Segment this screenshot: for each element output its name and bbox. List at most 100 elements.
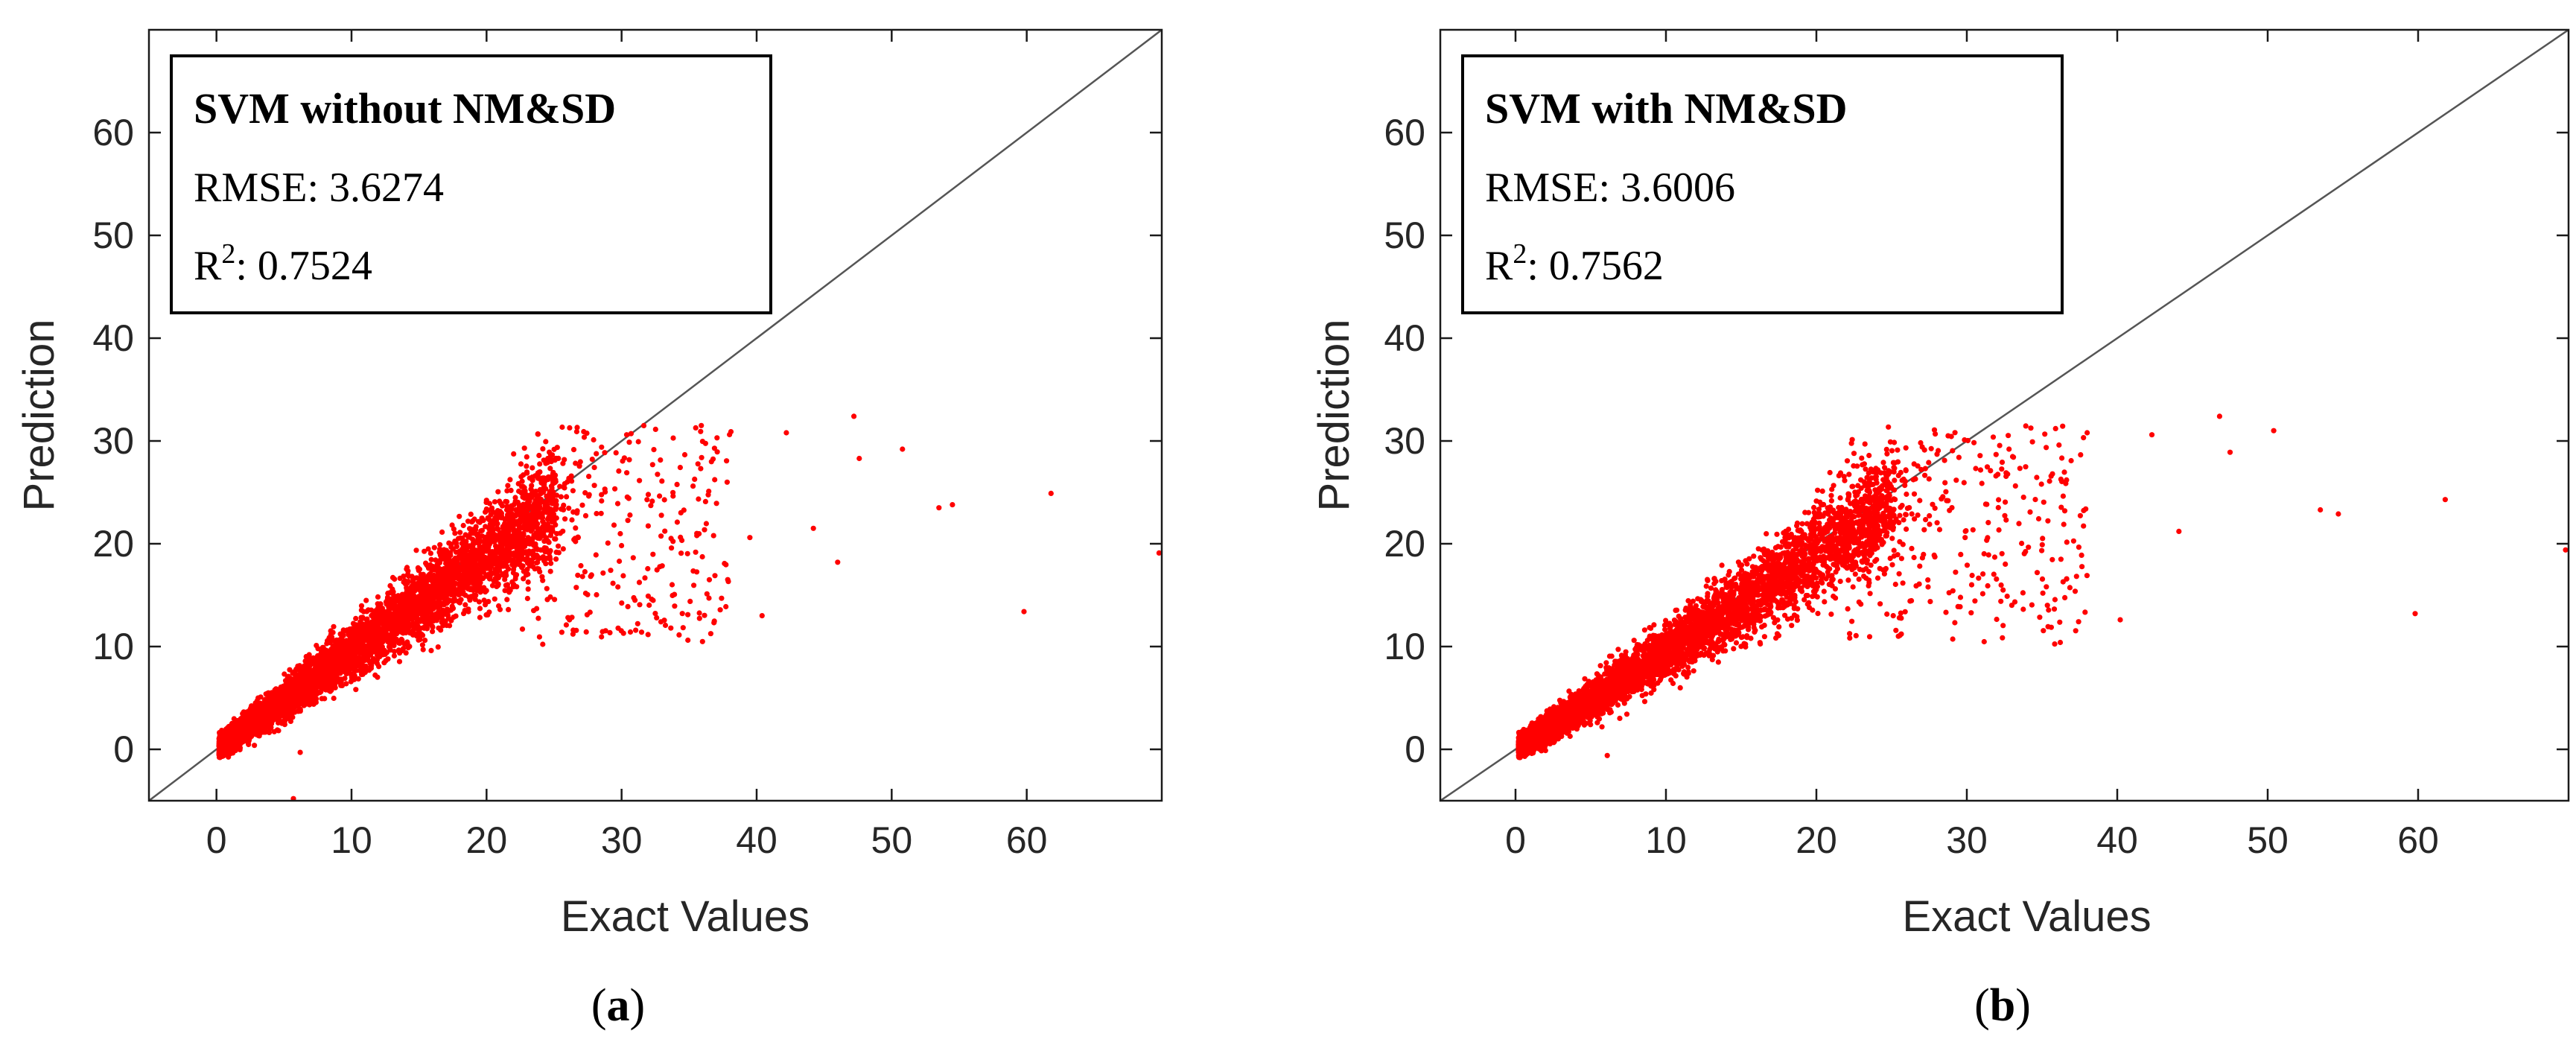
data-point (519, 478, 525, 484)
data-point (483, 524, 489, 530)
data-point (264, 719, 270, 725)
data-point (463, 554, 469, 560)
data-point (448, 617, 454, 623)
data-point (525, 535, 531, 541)
data-point (440, 623, 446, 629)
data-point (419, 642, 426, 648)
data-point (402, 641, 408, 647)
data-point (364, 616, 370, 622)
data-point (460, 522, 466, 529)
data-point (452, 539, 458, 544)
data-point (465, 518, 471, 524)
data-point (507, 477, 513, 483)
data-point (483, 602, 489, 608)
data-point (582, 512, 589, 519)
data-point (322, 696, 328, 702)
data-point (404, 590, 410, 596)
data-point (436, 609, 442, 615)
data-point (433, 591, 439, 597)
data-point (298, 677, 304, 683)
data-point (515, 521, 521, 527)
data-point (244, 709, 250, 715)
data-point (299, 670, 305, 676)
data-point (393, 629, 399, 635)
data-point (550, 469, 556, 475)
data-point (474, 577, 480, 582)
data-point (436, 578, 442, 585)
data-point (348, 679, 354, 685)
data-point (510, 567, 517, 573)
data-point (363, 657, 369, 663)
data-point (485, 612, 491, 618)
data-point (265, 690, 271, 696)
data-point (293, 673, 299, 679)
data-point (405, 579, 412, 585)
data-point (508, 487, 514, 494)
data-point (287, 677, 293, 683)
data-point (541, 475, 547, 481)
data-point (363, 597, 369, 603)
data-point (395, 647, 402, 653)
data-point (544, 498, 550, 505)
data-point (540, 554, 547, 560)
data-point (331, 695, 337, 702)
data-point (462, 602, 468, 608)
data-point (452, 530, 458, 536)
data-point (456, 554, 462, 560)
data-point (433, 617, 439, 623)
data-point (339, 652, 345, 658)
data-point (403, 650, 409, 656)
data-point (417, 602, 423, 609)
data-point (513, 536, 519, 542)
data-point (461, 585, 467, 591)
data-point (428, 556, 434, 562)
data-point (405, 645, 411, 651)
data-point (511, 527, 517, 533)
data-point (570, 447, 577, 453)
data-point (480, 533, 486, 539)
data-point (529, 465, 535, 471)
data-point (419, 574, 424, 580)
data-point (515, 512, 522, 518)
data-point (547, 449, 553, 455)
data-point (549, 501, 555, 507)
data-point (333, 667, 339, 673)
data-point (319, 678, 325, 684)
data-point (344, 666, 350, 673)
data-point (573, 460, 579, 466)
data-point (473, 524, 479, 530)
data-point (401, 574, 407, 580)
data-point (420, 647, 426, 652)
data-point (470, 518, 476, 524)
data-point (553, 498, 559, 504)
data-point (293, 679, 299, 685)
data-point (328, 628, 334, 634)
data-point (300, 696, 306, 702)
data-points (216, 413, 1162, 801)
data-point (524, 454, 529, 460)
data-point (507, 587, 513, 594)
data-point (357, 627, 363, 634)
data-point (303, 653, 309, 660)
data-point (582, 490, 588, 496)
data-point (457, 513, 462, 519)
data-point (557, 483, 563, 489)
data-point (399, 637, 405, 643)
data-point (537, 461, 543, 467)
data-point (525, 579, 531, 585)
data-point (375, 594, 381, 600)
data-point (296, 699, 302, 705)
data-point (505, 483, 511, 489)
data-point (421, 599, 427, 605)
data-point (477, 615, 483, 620)
data-point (440, 609, 446, 615)
data-point (383, 658, 389, 664)
data-point (337, 679, 343, 685)
data-point (579, 502, 585, 508)
data-point (530, 511, 537, 517)
data-point (417, 637, 423, 643)
data-point (353, 687, 359, 693)
data-point (540, 510, 546, 516)
data-point (469, 572, 475, 578)
data-point (370, 655, 376, 662)
